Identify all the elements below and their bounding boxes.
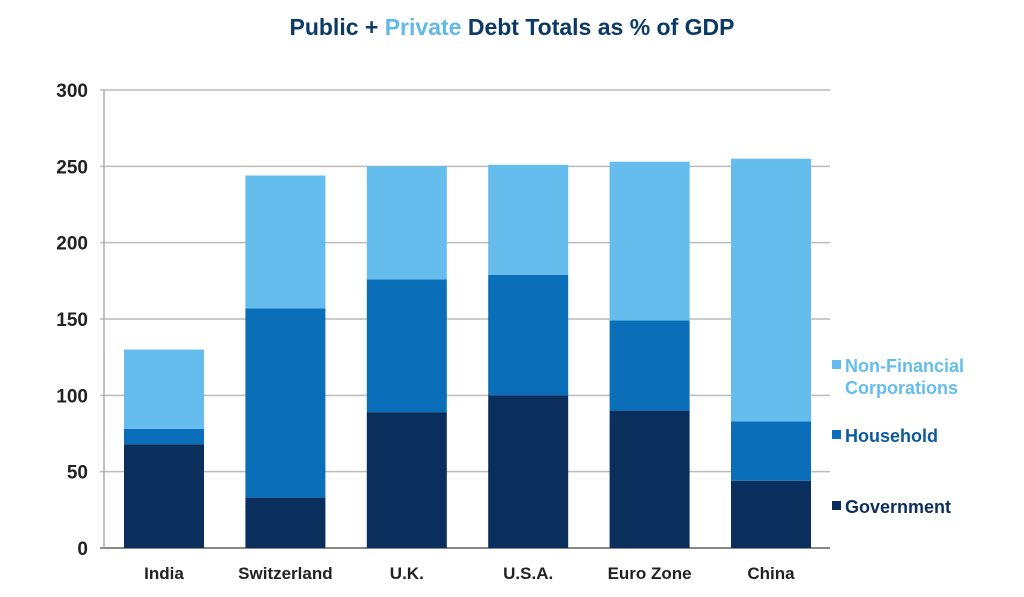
legend-label-line: Household — [845, 426, 938, 446]
bar-segment-government — [366, 412, 447, 548]
x-tick-label: India — [144, 564, 184, 583]
bar-segment-government — [124, 444, 204, 548]
bar-segment-government — [245, 497, 326, 548]
title-part-public: Public + — [289, 14, 385, 40]
legend-label: Household — [845, 426, 938, 446]
bar-segment-non-financial-corporations — [245, 175, 326, 309]
bar-segment-household — [731, 421, 811, 481]
x-tick-label: China — [747, 564, 795, 583]
bar-segment-household — [488, 274, 569, 396]
y-tick-label: 50 — [67, 463, 88, 484]
title-part-private: Private — [384, 14, 462, 40]
bar-segment-household — [245, 308, 326, 498]
bar-segment-government — [609, 410, 690, 548]
bar-segment-household — [366, 279, 447, 413]
bar-segment-government — [488, 395, 569, 548]
bar-segment-household — [609, 320, 690, 411]
legend-swatch — [832, 501, 841, 510]
bar-segment-non-financial-corporations — [366, 166, 447, 280]
bar-segment-government — [731, 480, 811, 548]
x-tick-label: U.K. — [390, 564, 424, 583]
legend-swatch — [832, 430, 841, 439]
bar-segment-household — [124, 428, 204, 445]
x-tick-label: Switzerland — [238, 564, 332, 583]
legend-swatch — [832, 360, 841, 369]
legend-label: Government — [845, 497, 951, 517]
bar-segment-non-financial-corporations — [731, 158, 811, 422]
y-tick-label: 300 — [56, 81, 88, 102]
y-tick-label: 200 — [56, 234, 88, 255]
x-tick-label: Euro Zone — [608, 564, 692, 583]
title-part-rest: Debt Totals as % of GDP — [461, 14, 735, 40]
y-tick-label: 150 — [56, 310, 88, 331]
bar-segment-non-financial-corporations — [124, 349, 204, 429]
legend-label-line: Non-Financial — [845, 356, 964, 376]
legend-label-line: Corporations — [845, 378, 958, 398]
y-tick-label: 100 — [56, 386, 88, 407]
y-tick-label: 250 — [56, 157, 88, 178]
chart-title: Public + Private Debt Totals as % of GDP — [0, 14, 1024, 41]
bar-segment-non-financial-corporations — [609, 161, 690, 321]
x-tick-label: U.S.A. — [503, 564, 553, 583]
y-tick-label: 0 — [77, 539, 88, 560]
legend-label: Non-Financial Corporations — [845, 356, 964, 398]
bar-segment-non-financial-corporations — [488, 164, 569, 275]
legend-label-line: Government — [845, 497, 951, 517]
